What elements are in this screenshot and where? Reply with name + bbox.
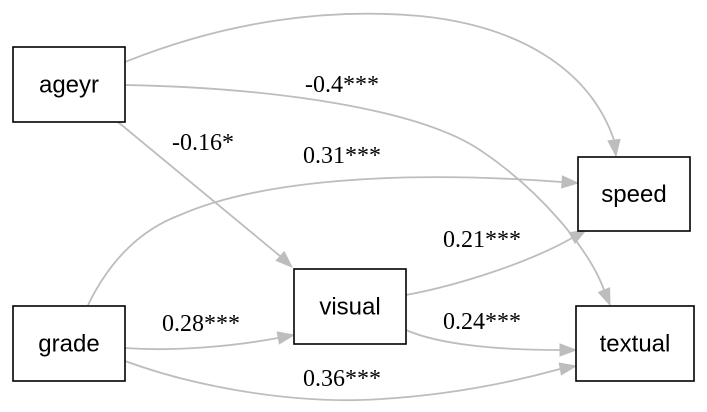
edge-line (405, 237, 573, 296)
edge-grade-to-speed: 0.31*** (87, 143, 580, 306)
node-label: grade (38, 331, 99, 358)
arrowhead-icon (568, 229, 588, 245)
edge-grade-to-visual: 0.28*** (124, 311, 296, 351)
node-ageyr: ageyr (12, 46, 126, 123)
node-label: speed (601, 181, 666, 208)
node-label: ageyr (39, 72, 99, 99)
edge-visual-to-speed: 0.21*** (405, 227, 588, 296)
node-box (12, 305, 126, 382)
edge-ageyr-to-speed (124, 12, 621, 158)
node-textual: textual (575, 305, 695, 382)
edge-visual-to-textual: 0.24*** (405, 309, 578, 357)
node-box (577, 156, 691, 232)
edge-label: -0.16* (172, 130, 234, 156)
edge-line (124, 337, 279, 351)
arrowhead-icon (561, 175, 580, 189)
node-grade: grade (12, 305, 126, 382)
edge-line (405, 329, 561, 351)
node-box (575, 305, 695, 382)
node-box (12, 46, 126, 123)
node-label: textual (600, 331, 671, 358)
edge-label: 0.36*** (303, 366, 381, 392)
node-speed: speed (577, 156, 691, 232)
edge-label: 0.31*** (303, 143, 381, 169)
arrowhead-icon (597, 287, 611, 307)
edge-line (124, 12, 615, 141)
arrowhead-icon (276, 331, 296, 345)
node-box (293, 268, 407, 345)
edge-label: 0.24*** (443, 309, 521, 335)
edge-label: 0.28*** (162, 311, 240, 337)
edge-label: -0.4*** (305, 72, 379, 98)
node-label: visual (319, 294, 380, 321)
node-visual: visual (293, 268, 407, 345)
arrowhead-icon (559, 343, 578, 357)
arrowhead-icon (607, 138, 621, 158)
edge-grade-to-textual: 0.36*** (124, 360, 578, 402)
arrowhead-icon (558, 362, 578, 376)
arrowhead-icon (275, 250, 294, 268)
edge-ageyr-to-visual: -0.16* (117, 121, 294, 268)
edge-line (87, 176, 563, 306)
edge-line (124, 360, 561, 402)
edge-line (117, 121, 281, 257)
edge-label: 0.21*** (443, 227, 521, 253)
